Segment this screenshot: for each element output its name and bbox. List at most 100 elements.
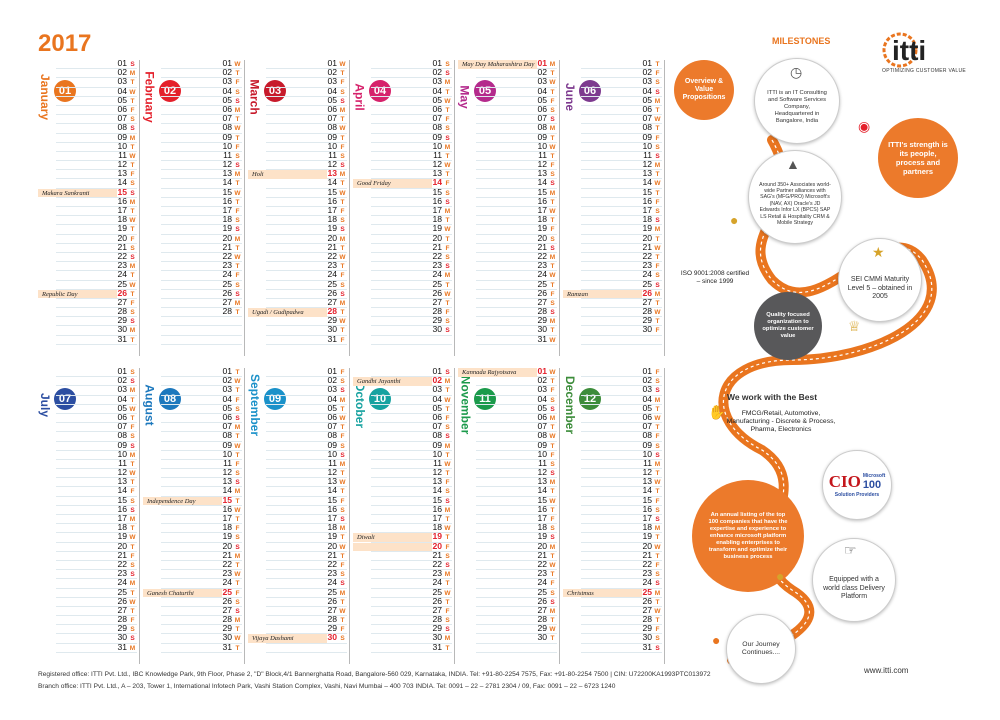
day-number: 02 [537, 375, 547, 386]
milestones-title: MILESTONES [772, 36, 831, 46]
day-number: 09 [327, 131, 337, 142]
day-row: 20 M [266, 233, 347, 244]
weekday-letter: F [445, 479, 450, 487]
day-number: 07 [432, 421, 442, 432]
weekday-letter: T [445, 106, 450, 114]
day-row: 01 S [56, 58, 137, 70]
weekday-letter: T [655, 424, 660, 432]
weekday-letter: T [340, 70, 345, 78]
day-number: 18 [642, 214, 652, 225]
weekday-letter: S [445, 189, 450, 197]
day-number: 29 [642, 623, 652, 634]
day-number: 05 [432, 94, 442, 105]
day-row: 15 W [266, 187, 347, 198]
day-row: 19 S [476, 531, 557, 543]
day-number: 06 [642, 411, 652, 422]
day-row: 18 T [56, 523, 137, 534]
day-number: 03 [222, 76, 232, 87]
day-row: 17 M [371, 206, 452, 217]
weekday-letter: T [445, 470, 450, 478]
day-number: 08 [432, 430, 442, 441]
day-number: 27 [117, 604, 127, 615]
day-row: Ganesh Chaturthi 25 F [143, 587, 242, 598]
weekday-letter: W [654, 244, 661, 252]
day-row: 18 S [476, 523, 557, 534]
day-row: 18 M [266, 523, 347, 534]
day-row: 28 S [371, 615, 452, 626]
day-number: 29 [432, 623, 442, 634]
weekday-letter: T [235, 561, 240, 569]
day-number: 30 [642, 324, 652, 335]
weekday-letter: T [445, 405, 450, 413]
day-row: 28 F [371, 307, 452, 318]
day-number: 19 [537, 531, 547, 542]
weekday-letter: T [655, 598, 660, 606]
holiday-name: Independence Day [147, 497, 196, 505]
day-number: 05 [117, 94, 127, 105]
day-row: 13 F [371, 477, 452, 488]
day-row: 16 S [266, 504, 347, 515]
day-number: 04 [537, 393, 547, 404]
day-row: 31 W [476, 334, 557, 345]
month-april: April 04 01 S 02 S 03 M 04 T 05 W 06 T 07 F 08 S 09 S 10 M 11 T… [351, 59, 455, 356]
day-row: 29 S [371, 316, 452, 327]
day-row: 30 S [371, 325, 452, 336]
weekday-letter: S [445, 552, 450, 560]
day-row: 19 S [161, 224, 242, 235]
day-row: 23 S [266, 569, 347, 580]
day-row: 25 T [56, 587, 137, 598]
day-row: 06 T [56, 412, 137, 424]
day-row: 15 T [581, 187, 662, 198]
weekday-letter: T [655, 61, 660, 68]
day-row: 10 T [161, 449, 242, 460]
day-row: 25 T [476, 279, 557, 290]
month-november: November 11 Kannada Rajyotsava 01 W 02 T 03 F 04 S… [456, 367, 560, 664]
day-row: 11 S [581, 150, 662, 162]
weekday-letter: T [340, 488, 345, 496]
day-row: 26 S [476, 596, 557, 607]
day-row: 04 W [371, 394, 452, 405]
day-number: 09 [537, 439, 547, 450]
day-number: 16 [432, 195, 442, 206]
day-number: 14 [642, 485, 652, 496]
weekday-letter: F [655, 198, 660, 206]
day-number: 08 [642, 430, 652, 441]
day-row: 18 F [161, 523, 242, 534]
day-row: 04 S [476, 393, 557, 405]
month-october: October 10 01 S Gandhi Jayanthi 02 M 03 T 04 W 05 T 0… [351, 367, 455, 664]
day-number: 16 [642, 503, 652, 514]
day-row: 03 T [161, 385, 242, 396]
day-number: 13 [537, 476, 547, 487]
day-row: 20 W [581, 541, 662, 552]
weekday-letter: S [655, 442, 660, 450]
day-number: 23 [117, 568, 127, 579]
day-row: 16 T [266, 196, 347, 207]
weekday-letter: M [549, 125, 556, 133]
website-link[interactable]: www.itti.com [864, 666, 909, 675]
weekday-letter: S [235, 607, 240, 615]
weekday-letter: T [340, 327, 345, 335]
day-row: 02 M [56, 68, 137, 79]
day-row [161, 336, 242, 345]
day-row: 05 T [266, 403, 347, 414]
day-number: 28 [327, 306, 337, 317]
weekday-letter: T [445, 451, 450, 459]
weekday-letter: W [339, 607, 346, 615]
weekday-letter: W [444, 589, 451, 597]
day-row: 23 S [581, 569, 662, 580]
weekday-letter: M [234, 617, 241, 625]
day-row: 12 M [581, 160, 662, 171]
day-number: 05 [537, 94, 547, 105]
day-row: 19 S [266, 224, 347, 235]
day-row: 23 W [161, 569, 242, 580]
weekday-letter: S [655, 208, 660, 215]
day-number: 12 [327, 467, 337, 478]
day-number: 01 [117, 58, 127, 68]
holiday-highlight [143, 496, 222, 506]
day-number: 05 [222, 402, 232, 413]
weekday-letter: T [340, 263, 345, 271]
weekday-letter: S [550, 180, 555, 188]
cio-100: 100 [862, 479, 882, 491]
weekday-letter: W [549, 208, 556, 215]
weekday-letter: T [445, 580, 450, 588]
